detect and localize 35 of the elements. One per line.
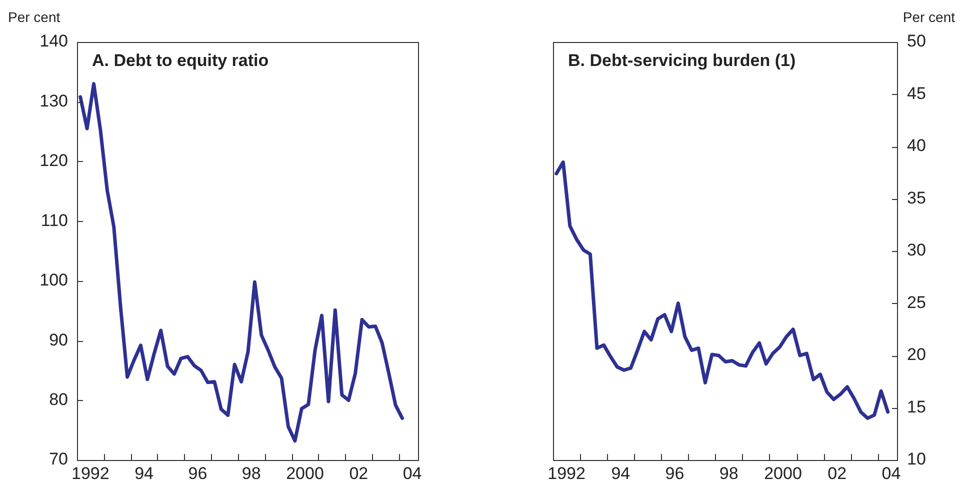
x-tick-label: 1992 [72,464,110,483]
x-tick-label: 04 [882,464,901,483]
text: A. Debt to equity ratio [92,51,269,70]
y-tick-label: 140 [40,32,68,51]
y-axis-title: Per cent [8,9,60,25]
y2-tick-label: 15 [907,397,926,416]
x-tick-label: 04 [402,464,422,483]
y-tick-label: 70 [49,450,68,469]
y-tick-label: 80 [49,390,68,409]
y2-tick-label: 10 [907,450,926,469]
x-tick-label: 98 [719,464,738,483]
y-tick-label: 110 [40,210,68,230]
x-tick-label: 94 [134,464,154,483]
y2-tick-label: 20 [907,345,926,364]
x-tick-label: 96 [665,464,684,483]
x-tick-label: 94 [611,464,630,483]
y2-tick-label: 45 [907,84,926,103]
y-tick-label: 120 [40,151,68,170]
text: B. Debt-servicing burden (1) [568,51,796,70]
x-tick-label: 98 [242,464,261,483]
y-tick-label: 90 [49,330,68,350]
y2-tick-label: 35 [907,188,926,208]
x-tick-label: 1992 [548,464,586,483]
y2-axis-title: Per cent [902,9,956,25]
y-tick-label: 100 [40,270,68,290]
y2-tick-label: 30 [907,240,926,260]
y2-tick-label: 50 [907,32,926,51]
x-tick-label: 96 [188,464,208,483]
x-tick-label: 02 [828,464,847,483]
x-tick-label: 02 [349,464,368,483]
y2-tick-label: 40 [907,136,926,156]
x-tick-label: 2000 [764,464,802,483]
x-tick-label: 2000 [286,464,324,483]
y2-tick-label: 25 [907,292,926,312]
y-tick-label: 130 [40,91,68,110]
